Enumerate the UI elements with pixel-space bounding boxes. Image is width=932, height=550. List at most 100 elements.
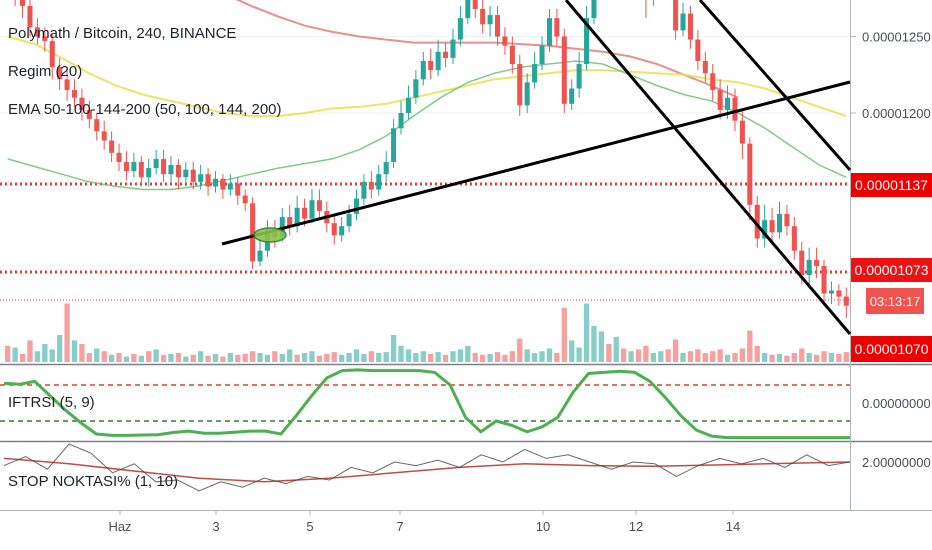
candle-body bbox=[123, 161, 129, 172]
candle-body bbox=[242, 195, 248, 204]
volume-bar bbox=[42, 344, 48, 362]
volume-bar bbox=[398, 345, 404, 362]
volume-bar bbox=[71, 340, 78, 362]
candle-body bbox=[116, 152, 122, 162]
candle-body bbox=[702, 60, 708, 74]
volume-bar bbox=[739, 348, 746, 362]
volume-bar bbox=[249, 351, 256, 362]
candle-body bbox=[198, 174, 204, 182]
volume-bar bbox=[732, 353, 738, 362]
volume-bar bbox=[687, 351, 694, 362]
candle-body bbox=[413, 79, 419, 98]
candle-body bbox=[235, 183, 241, 196]
iftrsi-line bbox=[3, 368, 850, 440]
volume-bar bbox=[799, 348, 805, 362]
bar-countdown-tag: 03:13:17 bbox=[866, 288, 924, 314]
volume-bar bbox=[828, 353, 835, 362]
volume-bar bbox=[702, 353, 708, 362]
stop-tick-label: 2.00000000 bbox=[862, 455, 931, 470]
volume-bar bbox=[487, 353, 493, 362]
volume-bar bbox=[650, 353, 657, 362]
candle-body bbox=[680, 13, 686, 31]
volume-bar bbox=[717, 349, 723, 362]
candle-body bbox=[420, 60, 426, 80]
candle-body bbox=[101, 131, 107, 141]
volume-bar bbox=[658, 351, 664, 362]
candle-body bbox=[554, 18, 560, 37]
volume-bar bbox=[242, 353, 248, 362]
volume-bar bbox=[672, 339, 679, 362]
volume-bar bbox=[64, 303, 70, 362]
volume-bar bbox=[376, 353, 382, 362]
candle-body bbox=[828, 290, 834, 294]
candle-body bbox=[94, 119, 100, 132]
candle-body bbox=[34, 27, 40, 37]
candle-body bbox=[361, 181, 367, 199]
candle-body bbox=[383, 161, 389, 175]
candle-body bbox=[138, 161, 144, 178]
candle-body bbox=[546, 18, 552, 46]
volume-bar bbox=[509, 351, 516, 362]
volume-bar bbox=[583, 303, 590, 362]
volume-bar bbox=[554, 353, 560, 362]
candle-body bbox=[784, 213, 790, 227]
candle-body bbox=[539, 45, 545, 65]
volume-bar bbox=[197, 351, 204, 362]
volume-bar bbox=[435, 352, 441, 362]
time-tick-label: 7 bbox=[396, 519, 403, 534]
ema-indicator-label: EMA 50-100-144-200 (50, 100, 144, 200) bbox=[8, 101, 282, 118]
volume-bar bbox=[450, 351, 456, 362]
volume-bar bbox=[405, 349, 412, 362]
time-tick-label: 14 bbox=[726, 519, 740, 534]
volume-bar bbox=[175, 353, 182, 362]
volume-bar bbox=[761, 353, 768, 362]
volume-bar bbox=[561, 308, 567, 362]
volume-bar bbox=[724, 354, 731, 362]
volume-bar bbox=[160, 354, 167, 362]
volume-bar bbox=[235, 354, 241, 362]
volume-bar bbox=[153, 349, 159, 362]
candle-body bbox=[391, 128, 397, 162]
volume-bar bbox=[680, 353, 686, 362]
candle-body bbox=[739, 120, 745, 144]
volume-bar bbox=[836, 353, 842, 362]
volume-bar bbox=[383, 352, 389, 362]
volume-bar bbox=[368, 351, 375, 362]
candle-body bbox=[435, 51, 441, 71]
candle-body bbox=[49, 41, 55, 68]
descending-channel-upper-line bbox=[698, 0, 852, 171]
volume-bar bbox=[747, 330, 753, 362]
candle-body bbox=[205, 174, 211, 187]
candle-body bbox=[799, 250, 805, 276]
volume-bar bbox=[12, 347, 18, 362]
candle-body bbox=[79, 97, 85, 110]
candle-body bbox=[331, 223, 337, 236]
volume-bar bbox=[131, 353, 137, 362]
volume-bar bbox=[821, 351, 827, 362]
candle-body bbox=[309, 200, 315, 219]
volume-bar bbox=[598, 331, 605, 362]
volume-bar bbox=[472, 353, 478, 362]
chart-title: Polymath / Bitcoin, 240, BINANCE bbox=[8, 25, 237, 42]
candle-body bbox=[836, 290, 842, 297]
candle-body bbox=[353, 198, 360, 214]
candle-body bbox=[732, 97, 738, 121]
candle-body bbox=[220, 178, 226, 190]
candle-body bbox=[71, 90, 78, 98]
volume-bar bbox=[301, 353, 308, 362]
candle-body bbox=[428, 60, 434, 71]
volume-bar bbox=[108, 354, 115, 362]
time-tick-label: 10 bbox=[536, 519, 550, 534]
candle-body bbox=[302, 207, 308, 219]
volume-bar bbox=[272, 351, 278, 362]
candle-body bbox=[569, 88, 575, 104]
volume-bar bbox=[287, 349, 293, 362]
price-tag-upper-level: 0.00001137 bbox=[851, 173, 932, 197]
candle-body bbox=[509, 45, 515, 65]
candle-body bbox=[465, 0, 471, 19]
volume-bar bbox=[420, 351, 426, 362]
candle-body bbox=[725, 97, 731, 110]
candle-body bbox=[457, 18, 463, 40]
volume-bar bbox=[754, 345, 760, 362]
candle-body bbox=[212, 178, 219, 187]
